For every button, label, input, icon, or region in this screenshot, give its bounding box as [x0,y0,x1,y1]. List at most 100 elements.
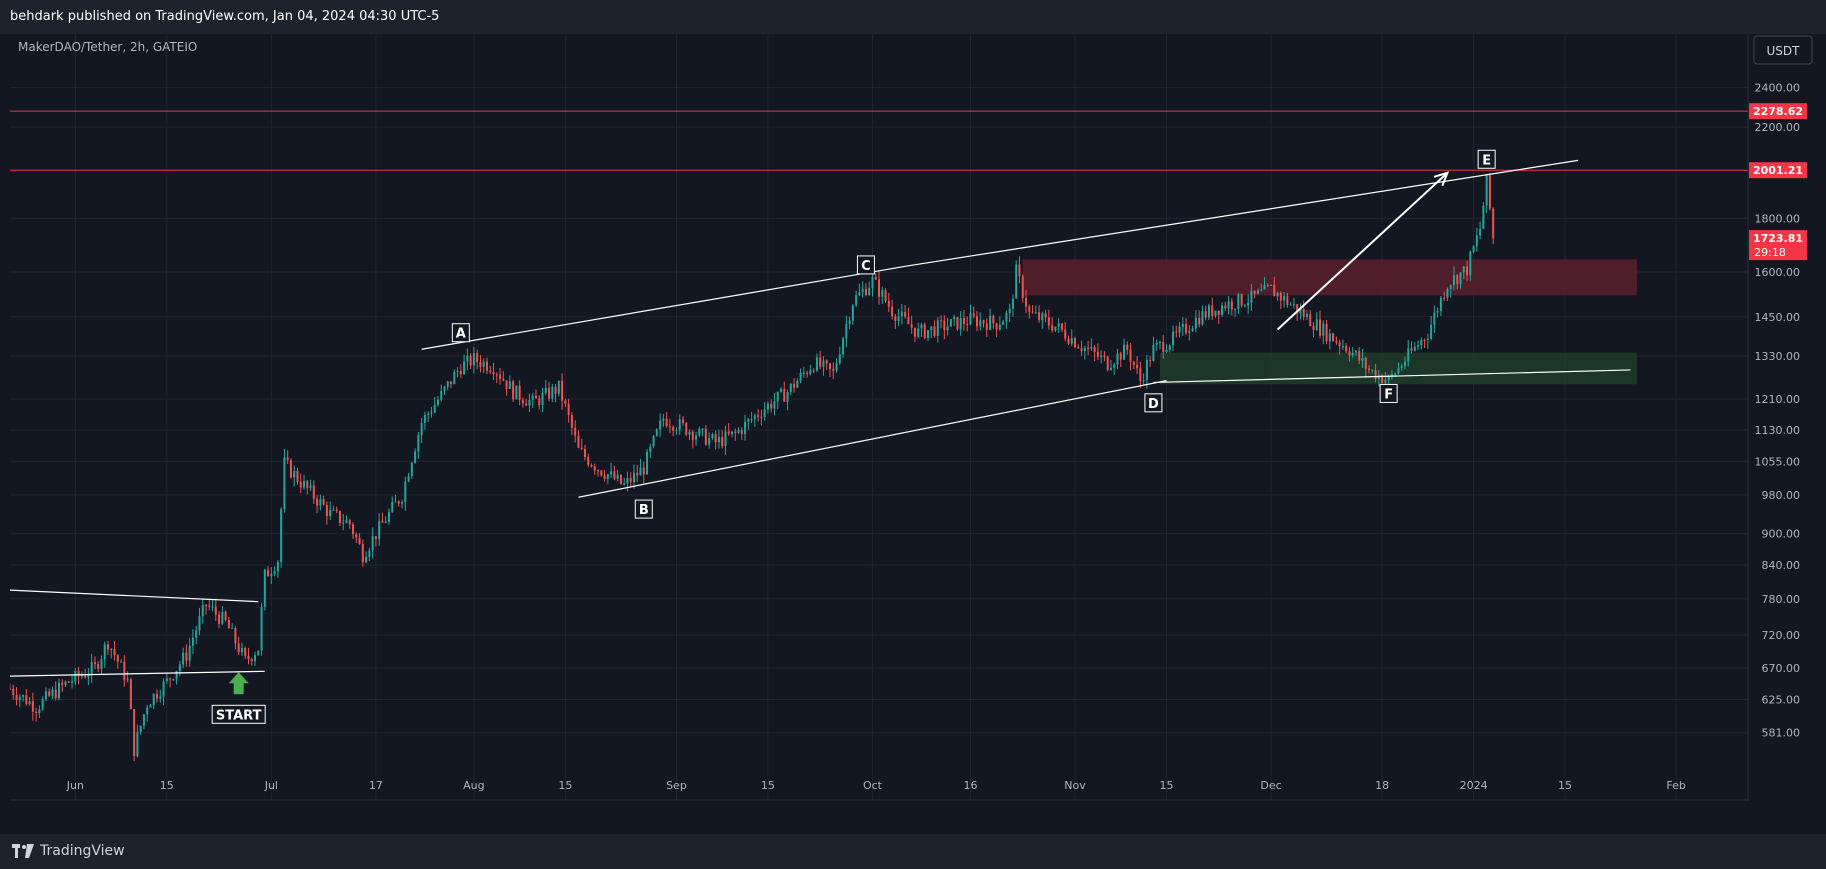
candle-body [1426,338,1429,340]
candle-body [1031,311,1034,313]
candle-body [891,306,894,317]
price-label-box [1749,230,1807,261]
candle-body [1341,346,1344,348]
x-tick-label: 15 [1159,779,1173,792]
candle-body [64,681,67,685]
candle-body [1230,301,1233,310]
x-tick-label: Oct [863,779,883,792]
candle-body [152,693,155,706]
candle-body [783,388,786,402]
candle-body [325,504,328,517]
candle-body [1328,333,1331,342]
brand[interactable]: TradingView [12,843,125,859]
candle-body [1488,174,1491,209]
candle-body [1433,312,1436,325]
candle-body [1054,326,1057,331]
candle-body [551,386,554,399]
candle-body [162,681,165,697]
trendlines[interactable] [10,159,1631,677]
x-tick-label: Sep [666,779,687,792]
candle-body [946,326,949,331]
candle-body [812,370,815,372]
candle-body [1462,266,1465,273]
candle-body [1397,367,1400,374]
candle-body [436,399,439,405]
candle-body [499,374,502,379]
candle-body [688,431,691,435]
y-tick-label: 2400.00 [1755,82,1801,95]
candle-body [927,330,930,338]
candle-body [74,671,77,682]
candle-body [489,370,492,372]
candle-body [819,357,822,367]
candle-body [557,380,560,394]
candle-body [1332,333,1335,342]
candle-body [832,368,835,371]
candle-body [668,426,671,428]
candle-body [1302,309,1305,317]
candle-body [113,648,116,656]
candle-body [763,409,766,417]
candle-body [495,374,498,376]
candle-body [22,695,25,697]
candle-body [250,659,253,662]
y-tick-label: 2200.00 [1755,121,1801,134]
candle-body [1381,374,1384,383]
candle-body [779,388,782,392]
candle-body [1430,324,1433,339]
candle-body [855,295,858,306]
currency-button[interactable] [1753,35,1813,65]
candle-body [619,474,622,484]
candle-body [1096,351,1099,357]
candle-body [828,363,831,369]
candle-body [603,475,606,479]
candle-body [959,317,962,330]
candle-body [1234,308,1237,310]
candle-body [730,431,733,435]
candle-body [1047,317,1050,326]
candle-body [760,416,763,418]
candle-body [12,688,15,696]
candle-body [1452,275,1455,286]
x-tick-label: 17 [369,779,383,792]
candle-body [414,451,417,463]
candle-body [1074,338,1077,348]
candle-body [753,415,756,420]
candle-body [623,483,626,485]
x-tick-label: 16 [963,779,977,792]
candle-body [195,630,198,638]
candle-body [1266,284,1269,286]
candle-body [1064,329,1067,339]
price-chart[interactable]: A B C D E F START 2400.00 2200.00 1800.00 1600.00… [10,34,1816,801]
candle-body [724,431,727,447]
candle-body [61,683,64,685]
candle-body [1175,331,1178,333]
candle-body [188,645,191,661]
candle-body [744,421,747,434]
candle-body [917,328,920,337]
x-tick-label: Jul [264,779,278,792]
candle-body [806,372,809,375]
candle-body [97,663,100,669]
candles [10,172,1495,762]
candle-body [646,451,649,475]
candle-body [936,320,939,336]
candle-body [1077,347,1080,349]
candle-body [1469,251,1472,276]
candle-body [1005,313,1008,322]
candle-body [1034,312,1037,314]
candle-body [120,661,123,663]
candle-body [450,381,453,385]
price-label-box [1749,103,1807,120]
y-tick-label: 670.00 [1762,662,1801,675]
candle-body [923,324,926,338]
candle-body [1132,361,1135,365]
candle-body [374,536,377,539]
price-scale[interactable] [1748,34,1816,801]
wave-label-box [451,323,470,343]
candle-body [597,470,600,472]
candle-body [1060,323,1063,330]
candle-body [303,481,306,488]
candle-body [1413,346,1416,351]
candle-body [1018,264,1021,277]
